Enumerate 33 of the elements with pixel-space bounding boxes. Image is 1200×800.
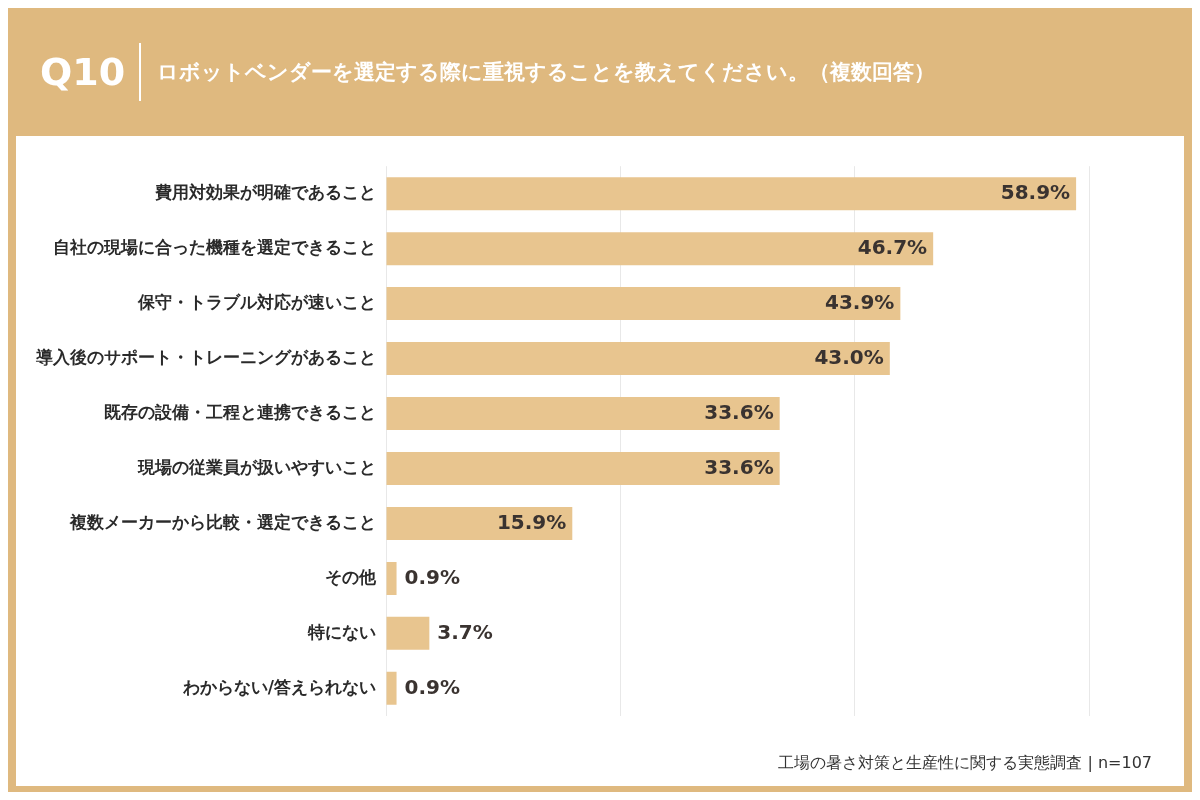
- data-label: 58.9%: [1000, 179, 1071, 204]
- y-tick-label: 費用対効果が明確であること: [154, 182, 376, 203]
- y-tick-label: わからない/答えられない: [181, 676, 376, 697]
- y-tick-label: 保守・トラブル対応が速いこと: [137, 292, 376, 313]
- bar: [386, 561, 397, 595]
- bar: [386, 177, 1077, 211]
- chart-subtitle: ロボットベンダーを選定する際に重視することを教えてください。（複数回答）: [156, 59, 936, 86]
- y-tick-label: 特にない: [307, 621, 376, 642]
- bar: [386, 616, 430, 650]
- y-tick-label: その他: [325, 566, 377, 587]
- data-label: 43.0%: [814, 344, 884, 369]
- bar: [386, 287, 901, 321]
- data-label: 46.7%: [857, 234, 928, 259]
- bar: [386, 397, 780, 431]
- data-label: 15.9%: [496, 509, 567, 534]
- y-tick-label: 現場の従業員が扱いやすいこと: [137, 456, 376, 477]
- bar: [386, 451, 780, 485]
- text: 工場の暑さ対策と生産性に関する実態調査 | n=107: [778, 753, 1152, 774]
- data-label: 43.9%: [824, 289, 895, 314]
- data-label: 33.6%: [704, 399, 774, 424]
- bar: [386, 342, 890, 376]
- data-label: 3.7%: [437, 619, 493, 644]
- data-label: 33.6%: [704, 454, 774, 479]
- bar: [386, 506, 573, 540]
- bar: [386, 232, 934, 266]
- data-label: 0.9%: [404, 564, 461, 589]
- chart-title: Q10: [40, 43, 142, 101]
- data-label: 0.9%: [404, 674, 461, 699]
- bar: [386, 671, 397, 705]
- y-tick-label: 複数メーカーから比較・選定できること: [69, 511, 376, 532]
- y-tick-label: 既存の設備・工程と連携できること: [104, 401, 376, 422]
- y-tick-label: 自社の現場に合った機種を選定できること: [53, 237, 376, 258]
- y-tick-label: 導入後のサポート・トレーニングがあること: [35, 346, 376, 367]
